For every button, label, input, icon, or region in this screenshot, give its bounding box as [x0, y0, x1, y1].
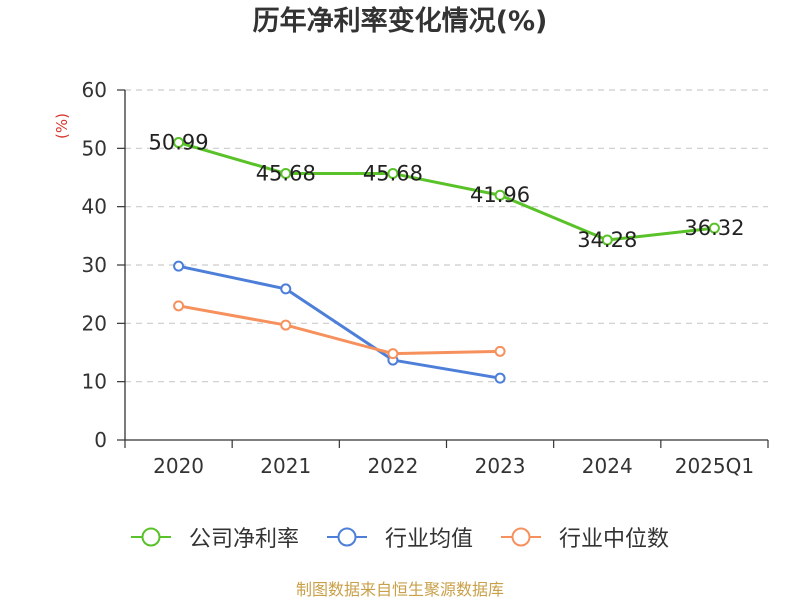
x-tick-label: 2024: [582, 454, 633, 478]
line-chart: 0 10 20 30 40 50 60 2020 2021 2022 2023 2024 2025Q1 (…: [53, 78, 769, 478]
chart-title: 历年净利率变化情况(%): [252, 6, 548, 37]
data-label: 34.28: [577, 228, 637, 252]
data-point-company-net-margin: [173, 137, 185, 149]
y-tick-label: 60: [82, 78, 107, 102]
data-point-company-net-margin: [387, 168, 399, 180]
data-point-industry-median: [387, 348, 399, 360]
legend-line-circle-icon: [501, 527, 541, 547]
y-tick-label: 10: [82, 370, 107, 394]
data-point-industry-average: [280, 283, 292, 295]
series-line-company-net-margin: [178, 141, 715, 242]
x-tick-label: 2023: [475, 454, 526, 478]
legend-item-industry-median[interactable]: 行业中位数: [501, 521, 669, 553]
legend-label: 行业均值: [384, 527, 473, 552]
y-tick-label: 40: [82, 195, 107, 219]
legend-line-circle-icon: [130, 527, 171, 547]
legend-label: 行业中位数: [559, 527, 670, 552]
data-point-company-net-margin: [494, 189, 506, 201]
data-point-industry-average: [173, 260, 185, 272]
data-point-company-net-margin: [280, 168, 292, 180]
series-line-industry-average: [178, 264, 501, 380]
x-tick-label: 2020: [153, 454, 204, 478]
series-line-industry-median: [178, 304, 501, 356]
x-tick-label: 2025Q1: [675, 454, 754, 478]
y-tick-label: 50: [82, 136, 107, 160]
data-label: 45.68: [256, 162, 316, 186]
data-label: 41.96: [470, 183, 530, 207]
data-point-company-net-margin: [601, 234, 613, 246]
y-tick-label: 30: [82, 253, 107, 277]
y-tick-label: 0: [94, 428, 107, 452]
legend-line-circle-icon: [326, 527, 367, 547]
data-point-industry-average: [494, 372, 506, 384]
source-note: 制图数据来自恒生聚源数据库: [295, 580, 504, 599]
data-point-industry-median: [280, 319, 292, 331]
y-axis-label: (%): [53, 113, 71, 139]
data-point-company-net-margin: [708, 222, 720, 234]
legend: 公司净利率 行业均值 行业中位数: [0, 518, 800, 556]
legend-label: 公司净利率: [188, 527, 299, 552]
y-tick-label: 20: [82, 311, 107, 335]
data-label: 50.99: [149, 131, 209, 155]
data-point-industry-median: [494, 345, 506, 357]
x-tick-label: 2022: [367, 454, 418, 478]
data-point-industry-median: [173, 300, 185, 312]
legend-item-industry-average[interactable]: 行业均值: [326, 521, 473, 553]
data-label: 45.68: [363, 162, 423, 186]
x-tick-label: 2021: [260, 454, 311, 478]
legend-item-company-net-margin[interactable]: 公司净利率: [130, 521, 299, 553]
data-label: 36.32: [684, 216, 744, 240]
